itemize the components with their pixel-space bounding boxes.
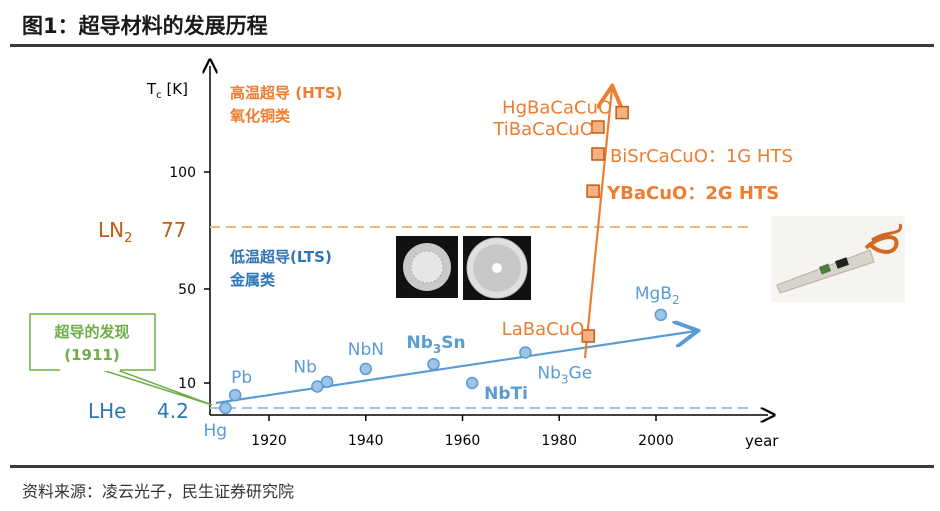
lts-point (359, 362, 372, 376)
lts-label-line2: 金属类 (229, 271, 276, 289)
y-tick-label: 50 (178, 282, 196, 298)
hts-point (591, 120, 605, 134)
lts-point-label: Nb3Ge (537, 363, 592, 386)
x-tick-label: 2000 (638, 433, 674, 449)
lts-point (519, 346, 532, 359)
lts-point-label: NbTi (484, 384, 528, 404)
hts-point-label: TiBaCaCuO (492, 119, 594, 140)
lts-point-label: Nb (293, 357, 317, 377)
source-note: 资料来源：凌云光子，民生证券研究院 (22, 482, 295, 501)
lts-point-label: Nb3Sn (406, 333, 465, 356)
lts-label-line1: 低温超导(LTS) (229, 248, 332, 266)
lts-point (228, 388, 242, 402)
ln2-value: 77 (161, 218, 186, 242)
lts-point (219, 401, 232, 415)
lts-wire-photo-2 (463, 236, 531, 300)
hts-point-label: YBaCuO：2G HTS (606, 183, 779, 204)
lhe-value: 4.2 (157, 399, 189, 423)
lts-point-label: Hg (203, 421, 227, 441)
lts-point (465, 376, 479, 390)
lts-point-label: MgB2 (635, 284, 680, 307)
title-rule (10, 44, 934, 47)
lts-point-label: Pb (231, 368, 252, 388)
hts-point-label: LaBaCuO (502, 319, 585, 340)
hts-point (581, 329, 596, 343)
lts-point (654, 308, 668, 322)
hts-point (591, 147, 605, 161)
hts-tape-photo (771, 216, 905, 302)
hts-point-label: BiSrCaCuO：1G HTS (610, 146, 793, 167)
lts-trend-arrow (215, 331, 696, 405)
y-tick-label: 10 (178, 376, 196, 392)
figure-title: 图1：超导材料的发展历程 (22, 14, 268, 38)
x-tick-label: 1940 (348, 433, 384, 449)
lts-wire-photo-1 (396, 236, 458, 298)
ln2-label: LN2 (98, 218, 132, 246)
lts-point (427, 357, 440, 371)
x-tick-label: 1920 (251, 433, 287, 449)
discovery-label-line1: 超导的发现 (53, 323, 129, 341)
hts-point (615, 105, 629, 120)
x-axis-label: year (745, 432, 779, 450)
hts-label-line2: 氧化铜类 (229, 107, 291, 125)
lts-point (320, 375, 334, 389)
hts-label-line1: 高温超导 (HTS) (230, 84, 343, 102)
discovery-label-line2: (1911) (64, 346, 119, 364)
lts-point-label: NbN (348, 340, 384, 360)
hts-point (586, 184, 600, 198)
y-axis-label: Tc [K] (146, 80, 188, 101)
hts-trend-arrow (583, 88, 612, 359)
x-tick-label: 1960 (445, 433, 481, 449)
hts-point-label: HgBaCaCuO (502, 98, 612, 119)
source-rule (10, 465, 934, 468)
x-tick-label: 1980 (541, 433, 577, 449)
y-tick-label: 100 (169, 165, 196, 181)
lhe-label: LHe (88, 399, 127, 423)
